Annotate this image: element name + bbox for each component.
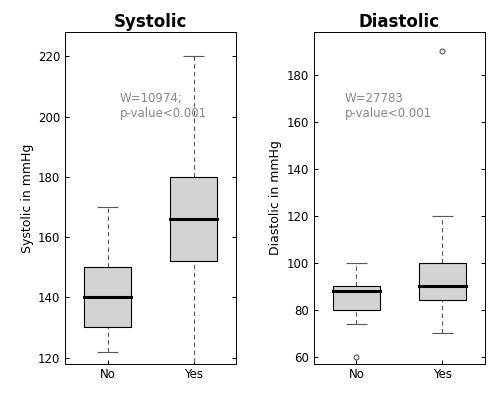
Bar <box>84 267 132 328</box>
Y-axis label: Systolic in mmHg: Systolic in mmHg <box>20 143 34 252</box>
Text: W=10974;
p-value<0.001: W=10974; p-value<0.001 <box>120 92 207 120</box>
Bar <box>418 263 466 300</box>
Y-axis label: Diastolic in mmHg: Diastolic in mmHg <box>269 141 282 255</box>
Bar <box>333 286 380 309</box>
Title: Diastolic: Diastolic <box>359 13 440 31</box>
Bar <box>170 177 217 261</box>
Text: W=27783
p-value<0.001: W=27783 p-value<0.001 <box>344 92 432 120</box>
Title: Systolic: Systolic <box>114 13 188 31</box>
